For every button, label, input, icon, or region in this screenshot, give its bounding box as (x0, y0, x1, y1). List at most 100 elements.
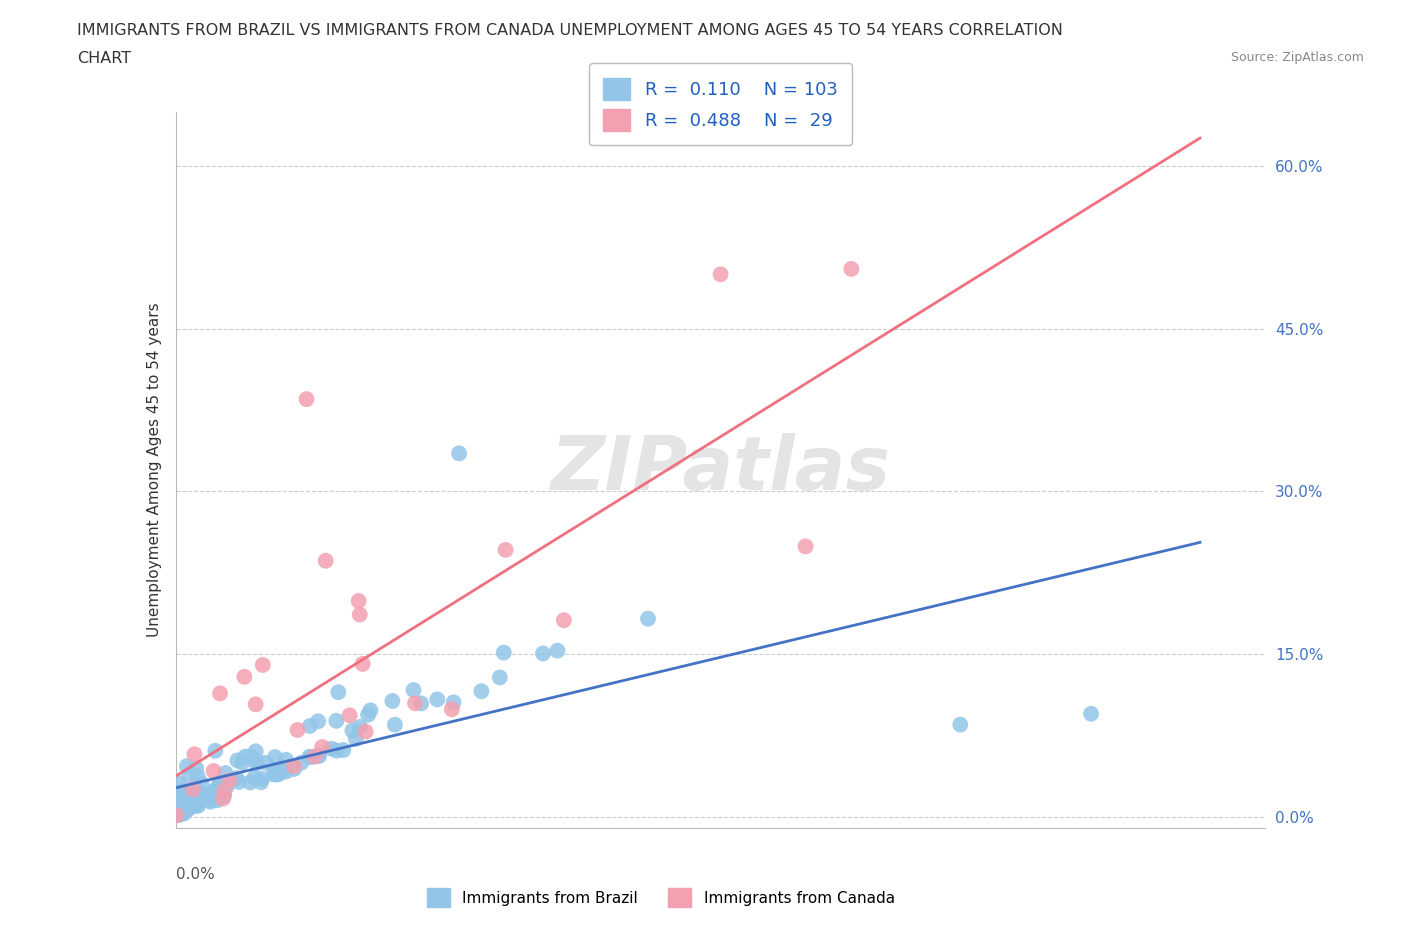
Point (440, 702, 463, 717)
Point (170, 793, 193, 808)
Point (200, 794, 222, 809)
Text: ZIPatlas: ZIPatlas (551, 433, 890, 506)
Point (205, 793, 228, 808)
Point (184, 761, 207, 776)
Point (187, 798, 209, 813)
Point (295, 392, 318, 406)
Point (357, 708, 380, 723)
Point (179, 799, 201, 814)
Point (250, 771, 273, 786)
Point (207, 778, 229, 793)
Point (183, 782, 205, 797)
Point (179, 790, 201, 804)
Point (215, 779, 238, 794)
Point (263, 767, 285, 782)
Point (307, 714, 329, 729)
Point (349, 720, 371, 735)
Point (443, 695, 465, 710)
Point (411, 696, 433, 711)
Point (342, 724, 364, 738)
Point (553, 613, 575, 628)
Point (167, 807, 190, 822)
Point (359, 703, 381, 718)
Point (208, 686, 231, 701)
Point (447, 445, 470, 460)
Legend: R =  0.110    N = 103, R =  0.488    N =  29: R = 0.110 N = 103, R = 0.488 N = 29 (589, 63, 852, 145)
Point (207, 782, 229, 797)
Text: IMMIGRANTS FROM BRAZIL VS IMMIGRANTS FROM CANADA UNEMPLOYMENT AMONG AGES 45 TO 5: IMMIGRANTS FROM BRAZIL VS IMMIGRANTS FRO… (77, 23, 1063, 38)
Point (183, 747, 205, 762)
Point (354, 724, 377, 739)
Point (167, 776, 190, 790)
Point (205, 782, 228, 797)
Point (264, 767, 287, 782)
Point (949, 717, 972, 732)
Point (488, 670, 510, 684)
Point (201, 792, 224, 807)
Point (181, 799, 204, 814)
Point (208, 777, 231, 791)
Point (325, 743, 347, 758)
Point (287, 723, 309, 737)
Point (325, 713, 347, 728)
Point (321, 741, 343, 756)
Point (169, 807, 191, 822)
Point (264, 750, 287, 764)
Point (212, 791, 235, 806)
Point (239, 775, 262, 790)
Point (243, 770, 266, 785)
Text: Source: ZipAtlas.com: Source: ZipAtlas.com (1230, 51, 1364, 64)
Point (231, 755, 253, 770)
Point (352, 657, 374, 671)
Point (794, 538, 817, 553)
Point (283, 762, 305, 777)
Point (205, 789, 228, 804)
Point (328, 684, 350, 699)
Text: 0.0%: 0.0% (176, 867, 215, 882)
Point (492, 645, 515, 660)
Point (311, 739, 333, 754)
Point (183, 798, 205, 813)
Point (307, 749, 329, 764)
Point (290, 755, 312, 770)
Point (235, 750, 257, 764)
Point (228, 775, 250, 790)
Point (187, 798, 209, 813)
Point (226, 753, 249, 768)
Point (204, 743, 226, 758)
Point (841, 261, 863, 276)
Point (254, 755, 277, 770)
Point (266, 763, 288, 777)
Point (384, 717, 406, 732)
Point (298, 719, 321, 734)
Point (301, 750, 323, 764)
Point (276, 764, 298, 778)
Point (347, 593, 370, 608)
Point (188, 785, 211, 800)
Point (181, 782, 204, 797)
Point (176, 759, 198, 774)
Point (214, 783, 236, 798)
Point (233, 670, 256, 684)
Point (173, 800, 195, 815)
Point (172, 805, 194, 820)
Point (426, 692, 449, 707)
Point (710, 267, 733, 282)
Point (188, 793, 211, 808)
Point (304, 750, 326, 764)
Point (245, 697, 267, 711)
Point (271, 763, 294, 777)
Point (212, 785, 235, 800)
Y-axis label: Unemployment Among Ages 45 to 54 years: Unemployment Among Ages 45 to 54 years (146, 302, 162, 637)
Point (264, 763, 287, 777)
Point (470, 684, 492, 698)
Point (165, 806, 187, 821)
Point (167, 785, 190, 800)
Point (187, 769, 209, 784)
Point (177, 802, 200, 817)
Point (274, 752, 297, 767)
Point (547, 644, 569, 658)
Legend: Immigrants from Brazil, Immigrants from Canada: Immigrants from Brazil, Immigrants from … (420, 883, 901, 913)
Point (245, 744, 267, 759)
Point (197, 787, 219, 802)
